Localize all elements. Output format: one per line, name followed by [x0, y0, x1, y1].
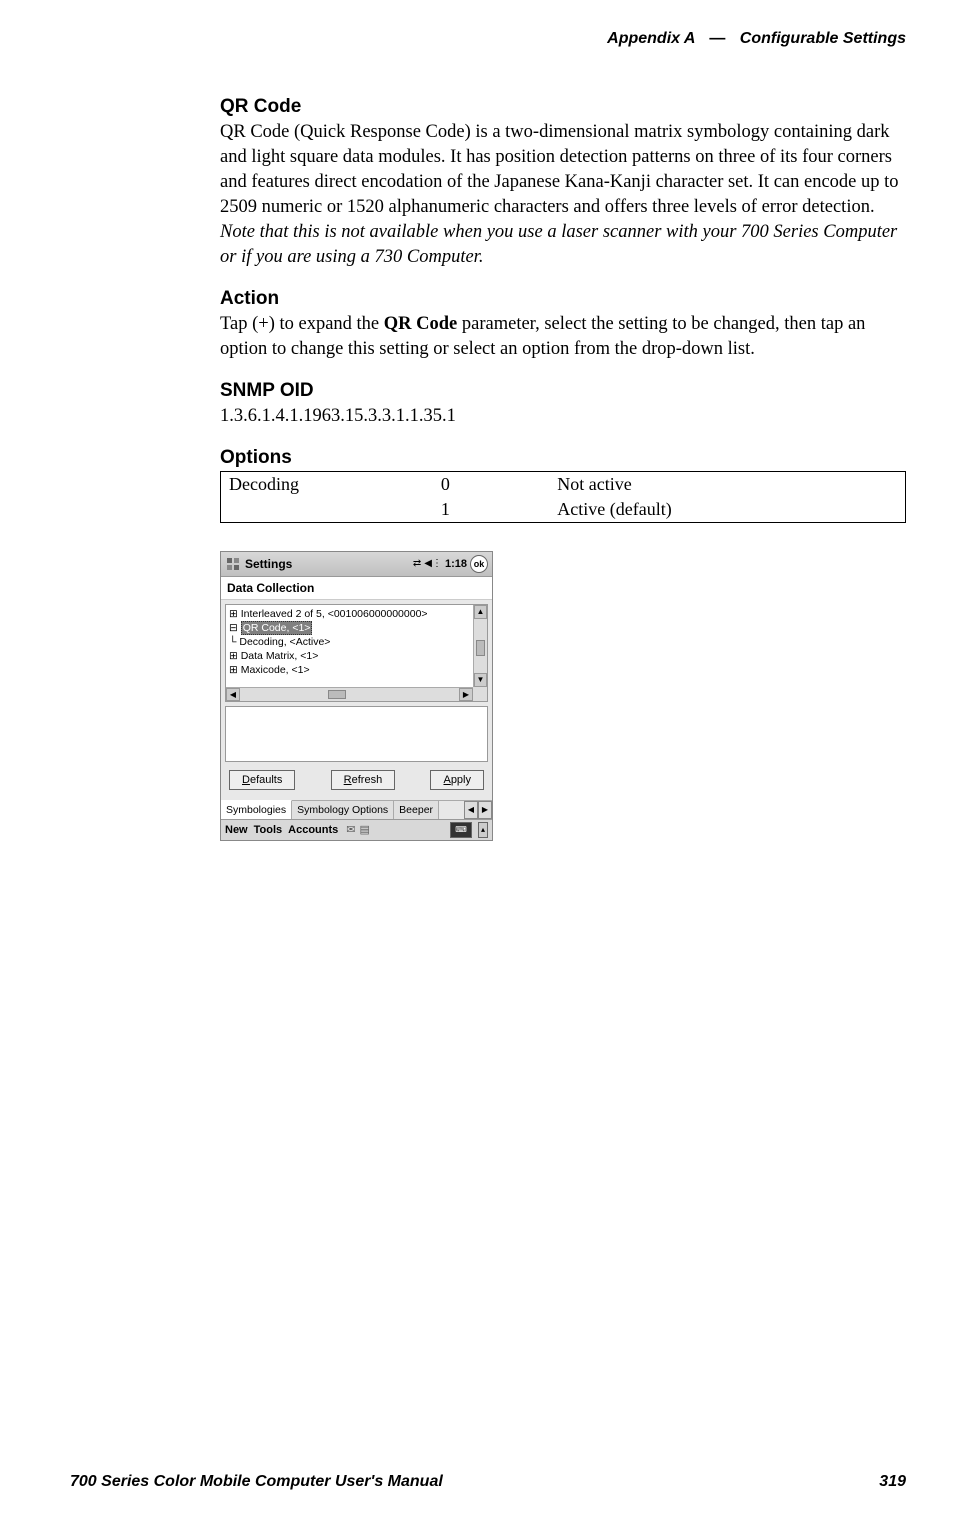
snmp-value: 1.3.6.1.4.1.1963.15.3.3.1.1.35.1	[220, 404, 906, 429]
tree-item[interactable]: ⊞ Interleaved 2 of 5, <001006000000000>	[229, 607, 484, 621]
scroll-thumb[interactable]	[328, 690, 346, 699]
menu-tools[interactable]: Tools	[254, 824, 283, 836]
table-row: Decoding 0 Not active	[221, 471, 906, 497]
qrcode-body: QR Code (Quick Response Code) is a two-d…	[220, 120, 906, 270]
tab-scroll-right-icon[interactable]: ▶	[478, 801, 492, 819]
page-number: 319	[879, 1473, 906, 1491]
qrcode-note: Note that this is not available when you…	[220, 222, 897, 267]
tree-item-selected[interactable]: ⊟ QR Code, <1>	[229, 621, 312, 635]
defaults-button[interactable]: Defaults	[229, 770, 295, 790]
connectivity-icon[interactable]: ⇄	[413, 558, 421, 569]
scroll-right-icon[interactable]: ▶	[459, 688, 473, 701]
action-heading: Action	[220, 288, 906, 310]
tab-symbologies[interactable]: Symbologies	[221, 800, 292, 819]
header-appendix: Appendix A	[607, 30, 695, 47]
windows-icon[interactable]	[225, 556, 241, 572]
ok-button[interactable]: ok	[470, 555, 488, 573]
scroll-down-icon[interactable]: ▼	[474, 673, 487, 687]
page-header: Appendix A — Configurable Settings	[220, 30, 906, 48]
tree-item[interactable]: ⊞ Maxicode, <1>	[229, 663, 484, 677]
menu-bar: New Tools Accounts ✉ ▤ ⌨ ▴	[221, 819, 492, 840]
page-footer: 700 Series Color Mobile Computer User's …	[70, 1473, 906, 1491]
qrcode-heading: QR Code	[220, 96, 906, 118]
tab-symbology-options[interactable]: Symbology Options	[292, 801, 394, 819]
tree-item[interactable]: └ Decoding, <Active>	[229, 635, 484, 649]
snmp-heading: SNMP OID	[220, 380, 906, 402]
vertical-scrollbar[interactable]: ▲ ▼	[473, 605, 487, 687]
options-table: Decoding 0 Not active 1 Active (default)	[220, 471, 906, 523]
speaker-icon[interactable]: ◀⋮	[424, 558, 442, 569]
table-row: 1 Active (default)	[221, 497, 906, 523]
action-body: Tap (+) to expand the QR Code parameter,…	[220, 312, 906, 362]
envelope-icon[interactable]: ✉	[346, 823, 355, 836]
keyboard-up-icon[interactable]: ▴	[478, 822, 488, 838]
horizontal-scrollbar[interactable]: ◀ ▶	[226, 687, 473, 701]
detail-panel	[225, 706, 488, 762]
button-row: Defaults Refresh Apply	[221, 766, 492, 800]
tab-beeper[interactable]: Beeper	[394, 801, 439, 819]
tabs: Symbologies Symbology Options Beeper ◀ ▶	[221, 800, 492, 819]
panel-title: Data Collection	[221, 577, 492, 600]
scroll-left-icon[interactable]: ◀	[226, 688, 240, 701]
apply-button[interactable]: Apply	[430, 770, 484, 790]
options-heading: Options	[220, 447, 906, 469]
scroll-thumb[interactable]	[476, 640, 485, 656]
menu-new[interactable]: New	[225, 824, 248, 836]
titlebar: Settings ⇄ ◀⋮ 1:18 ok	[221, 552, 492, 577]
tree-view[interactable]: ⊞ Interleaved 2 of 5, <001006000000000> …	[225, 604, 488, 702]
refresh-button[interactable]: Refresh	[331, 770, 396, 790]
keyboard-icon[interactable]: ⌨	[450, 822, 472, 838]
tree-item[interactable]: ⊞ Data Matrix, <1>	[229, 649, 484, 663]
scroll-up-icon[interactable]: ▲	[474, 605, 487, 619]
header-title: Configurable Settings	[740, 30, 906, 47]
window-title: Settings	[245, 557, 413, 571]
footer-title: 700 Series Color Mobile Computer User's …	[70, 1473, 443, 1491]
document-icon[interactable]: ▤	[359, 823, 369, 836]
pda-screenshot: Settings ⇄ ◀⋮ 1:18 ok Data Collection ⊞ …	[220, 551, 493, 841]
clock: 1:18	[445, 558, 467, 570]
header-separator: —	[709, 30, 725, 47]
menu-accounts[interactable]: Accounts	[288, 824, 338, 836]
tab-scroll-left-icon[interactable]: ◀	[464, 801, 478, 819]
